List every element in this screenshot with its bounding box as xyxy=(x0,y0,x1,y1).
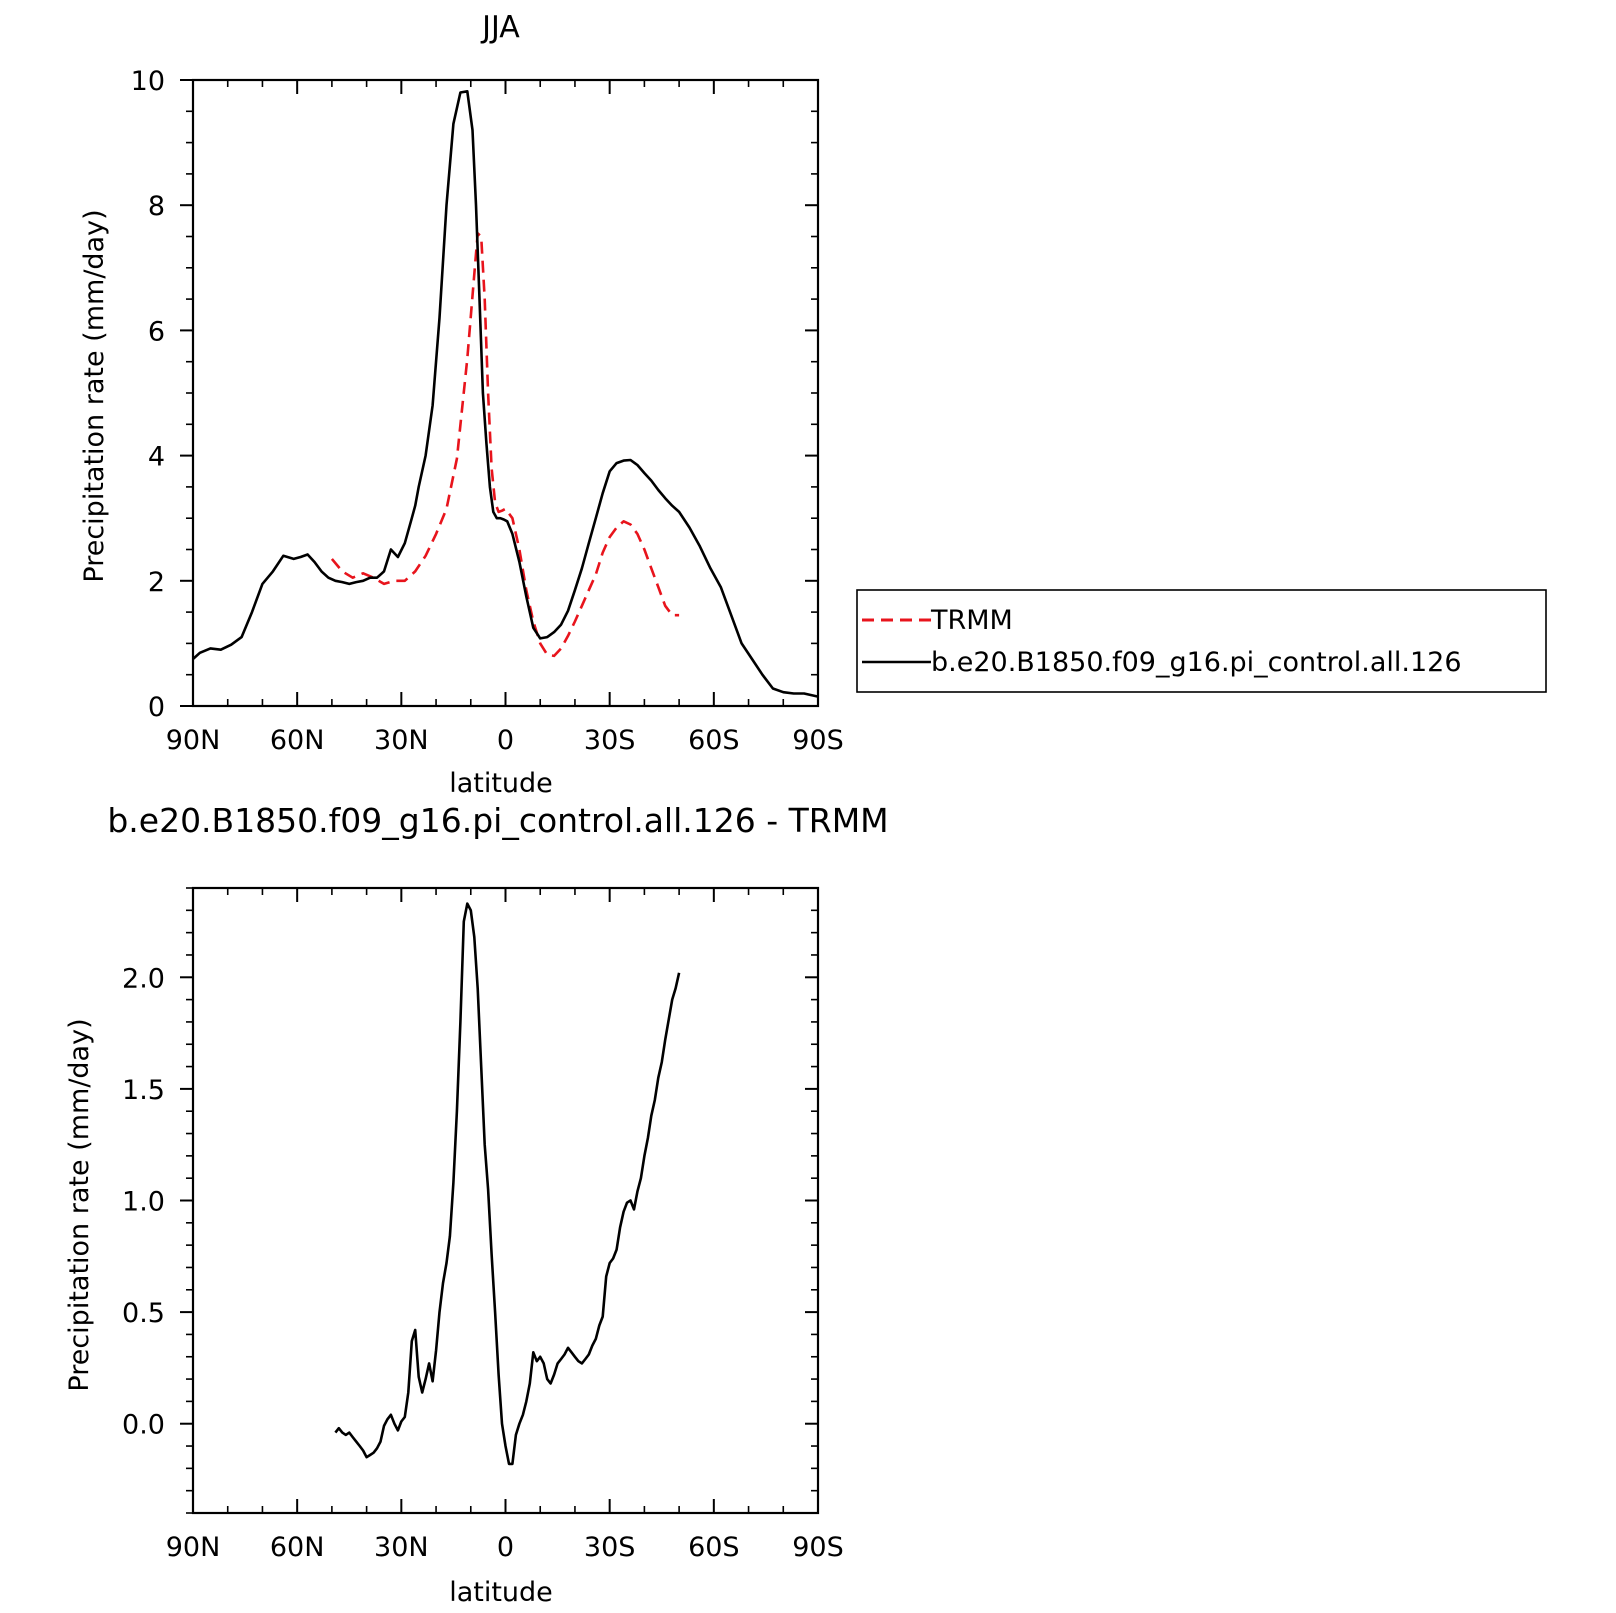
x-tick-label: 90S xyxy=(792,725,844,756)
y-tick-label: 1.0 xyxy=(122,1187,165,1218)
y-tick-label: 0 xyxy=(148,692,165,723)
x-tick-label: 60N xyxy=(270,1532,325,1563)
top-chart-xlabel: latitude xyxy=(449,768,553,799)
top-chart-title: JJA xyxy=(480,10,520,45)
bottom-plot-frame xyxy=(191,886,820,1515)
x-tick-label: 30N xyxy=(374,1532,429,1563)
difference-series-line xyxy=(334,902,681,1466)
y-tick-label: 2.0 xyxy=(122,963,165,994)
x-tick-label: 60N xyxy=(270,725,325,756)
y-tick-label: 1.5 xyxy=(122,1075,165,1106)
y-tick-label: 10 xyxy=(131,66,165,97)
y-tick-label: 0.5 xyxy=(122,1298,165,1329)
top-chart-ylabel: Precipitation rate (mm/day) xyxy=(79,209,110,582)
x-tick-label: 90N xyxy=(166,1532,221,1563)
trmm-series-line xyxy=(330,232,680,658)
legend-label-trmm: TRMM xyxy=(930,605,1013,636)
top-chart: 90N 60N 30N 0 30S 60S 90S 0 2 4 6 8 10 xyxy=(131,66,844,756)
x-tick-label: 60S xyxy=(688,725,740,756)
x-tick-label: 90N xyxy=(166,725,221,756)
legend-label-model: b.e20.B1850.f09_g16.pi_control.all.126 xyxy=(931,647,1462,678)
model-series-line xyxy=(192,90,819,698)
x-tick-label: 90S xyxy=(792,1532,844,1563)
x-tick-label: 0 xyxy=(497,1532,514,1563)
x-tick-label: 60S xyxy=(688,1532,740,1563)
y-tick-label: 6 xyxy=(148,316,165,347)
bottom-chart-ylabel: Precipitation rate (mm/day) xyxy=(64,1018,95,1391)
x-tick-label: 30S xyxy=(584,1532,636,1563)
y-tick-label: 4 xyxy=(148,442,165,473)
top-plot-frame xyxy=(191,78,820,708)
bottom-chart-title: b.e20.B1850.f09_g16.pi_control.all.126 -… xyxy=(107,801,888,840)
x-tick-label: 0 xyxy=(497,725,514,756)
y-tick-label: 8 xyxy=(148,191,165,222)
x-tick-label: 30S xyxy=(584,725,636,756)
bottom-chart: 90N 60N 30N 0 30S 60S 90S 0.0 0.5 1.0 1.5 2.0 xyxy=(122,886,844,1563)
y-tick-label: 2 xyxy=(148,567,165,598)
legend-box xyxy=(856,589,1547,693)
x-tick-label: 30N xyxy=(374,725,429,756)
bottom-chart-xlabel: latitude xyxy=(449,1577,553,1608)
y-tick-label: 0.0 xyxy=(122,1410,165,1441)
